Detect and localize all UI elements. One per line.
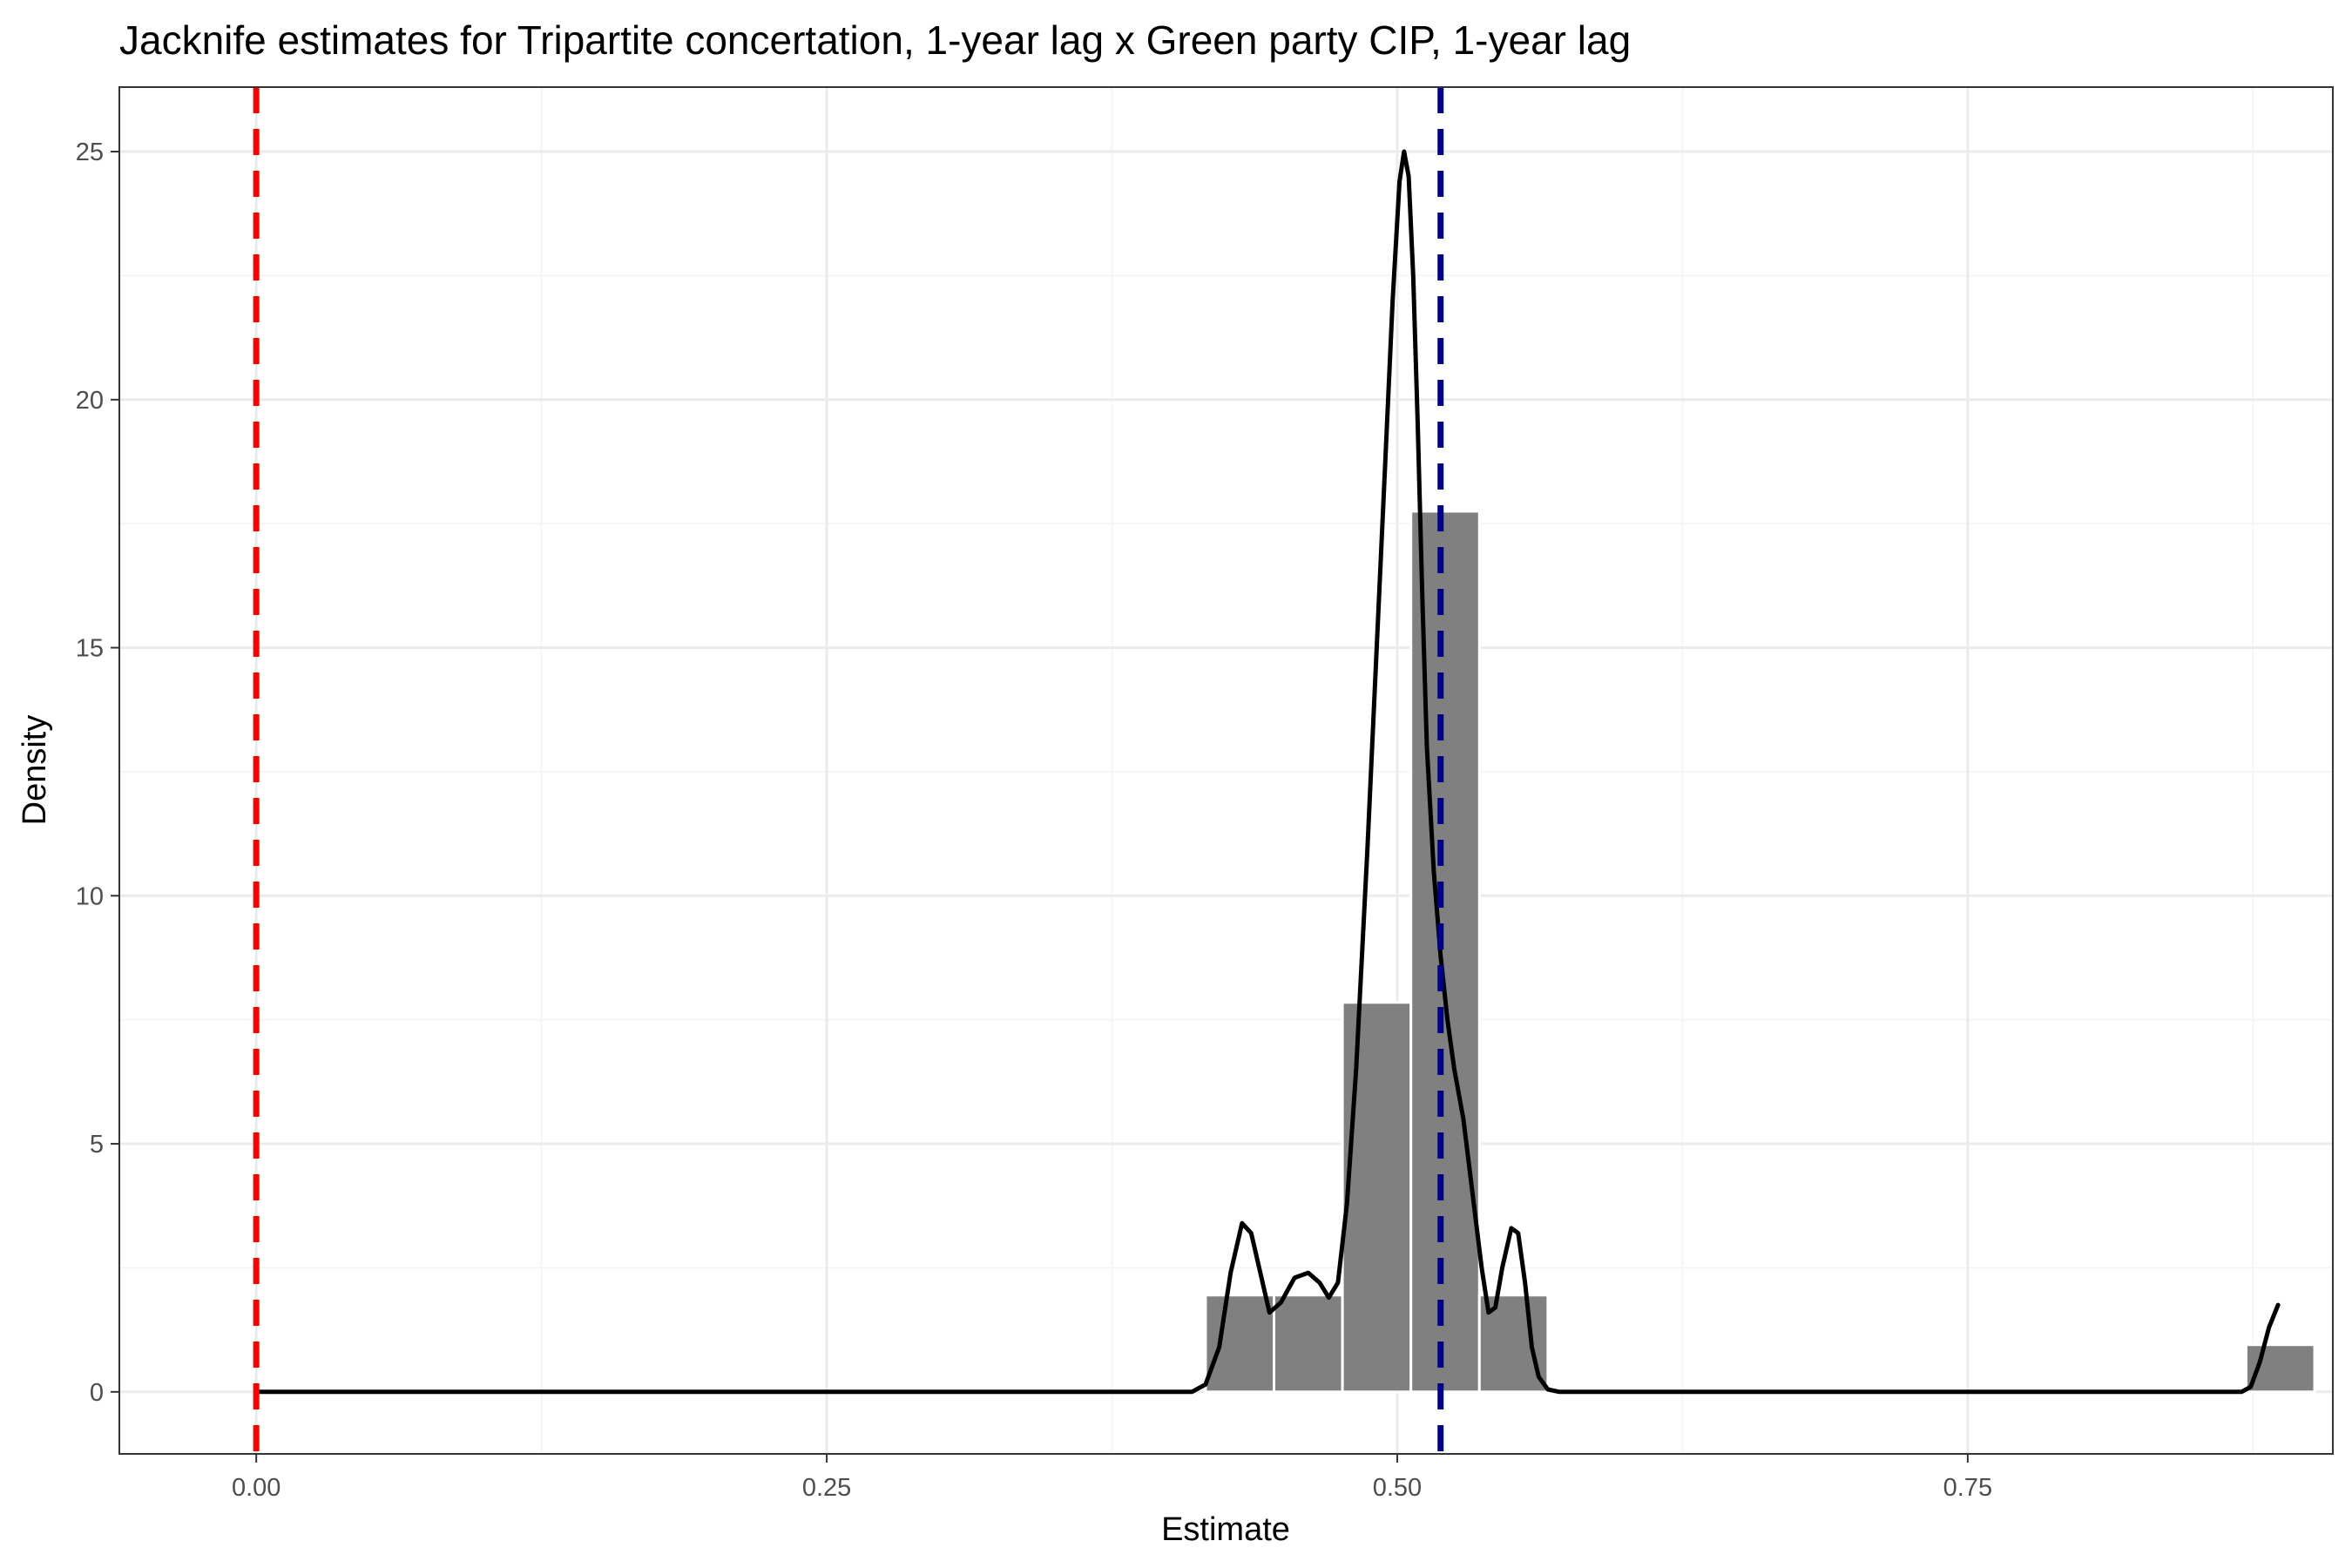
x-tick-label: 0.75: [1943, 1474, 1992, 1502]
panel-border: [118, 86, 2334, 1455]
histogram-bars: [1204, 510, 2316, 1394]
y-tick-label: 0: [90, 1379, 104, 1407]
histogram-bar: [1273, 1294, 1344, 1394]
density-curve: [253, 149, 2281, 1395]
y-tick-label: 20: [76, 387, 104, 415]
panel-background: [119, 87, 2333, 1454]
x-tick-label: 0.50: [1373, 1474, 1422, 1502]
minor-gridlines: [119, 87, 2333, 1454]
histogram-bar: [1204, 1294, 1276, 1394]
reference-lines: [253, 87, 1444, 1454]
density-curve-layer: [253, 149, 2281, 1395]
chart-title: Jacknife estimates for Tripartite concer…: [119, 17, 1631, 63]
x-tick-label: 0.25: [802, 1474, 851, 1502]
y-tick-label: 5: [90, 1131, 104, 1159]
y-tick-label: 10: [76, 882, 104, 910]
y-tick-label: 15: [76, 635, 104, 663]
y-tick-label: 25: [76, 139, 104, 166]
x-axis-title: Estimate: [1161, 1511, 1290, 1548]
x-axis: 0.00 0.25 0.50 0.75: [232, 1454, 1992, 1502]
y-axis-title: Density: [17, 715, 53, 826]
x-tick-label: 0.00: [232, 1474, 280, 1502]
plot-panel: [118, 86, 2334, 1455]
histogram-bar: [1341, 1001, 1413, 1394]
y-axis: 0 5 10 15 20 25: [76, 139, 119, 1407]
histogram-bar: [1409, 510, 1481, 1394]
